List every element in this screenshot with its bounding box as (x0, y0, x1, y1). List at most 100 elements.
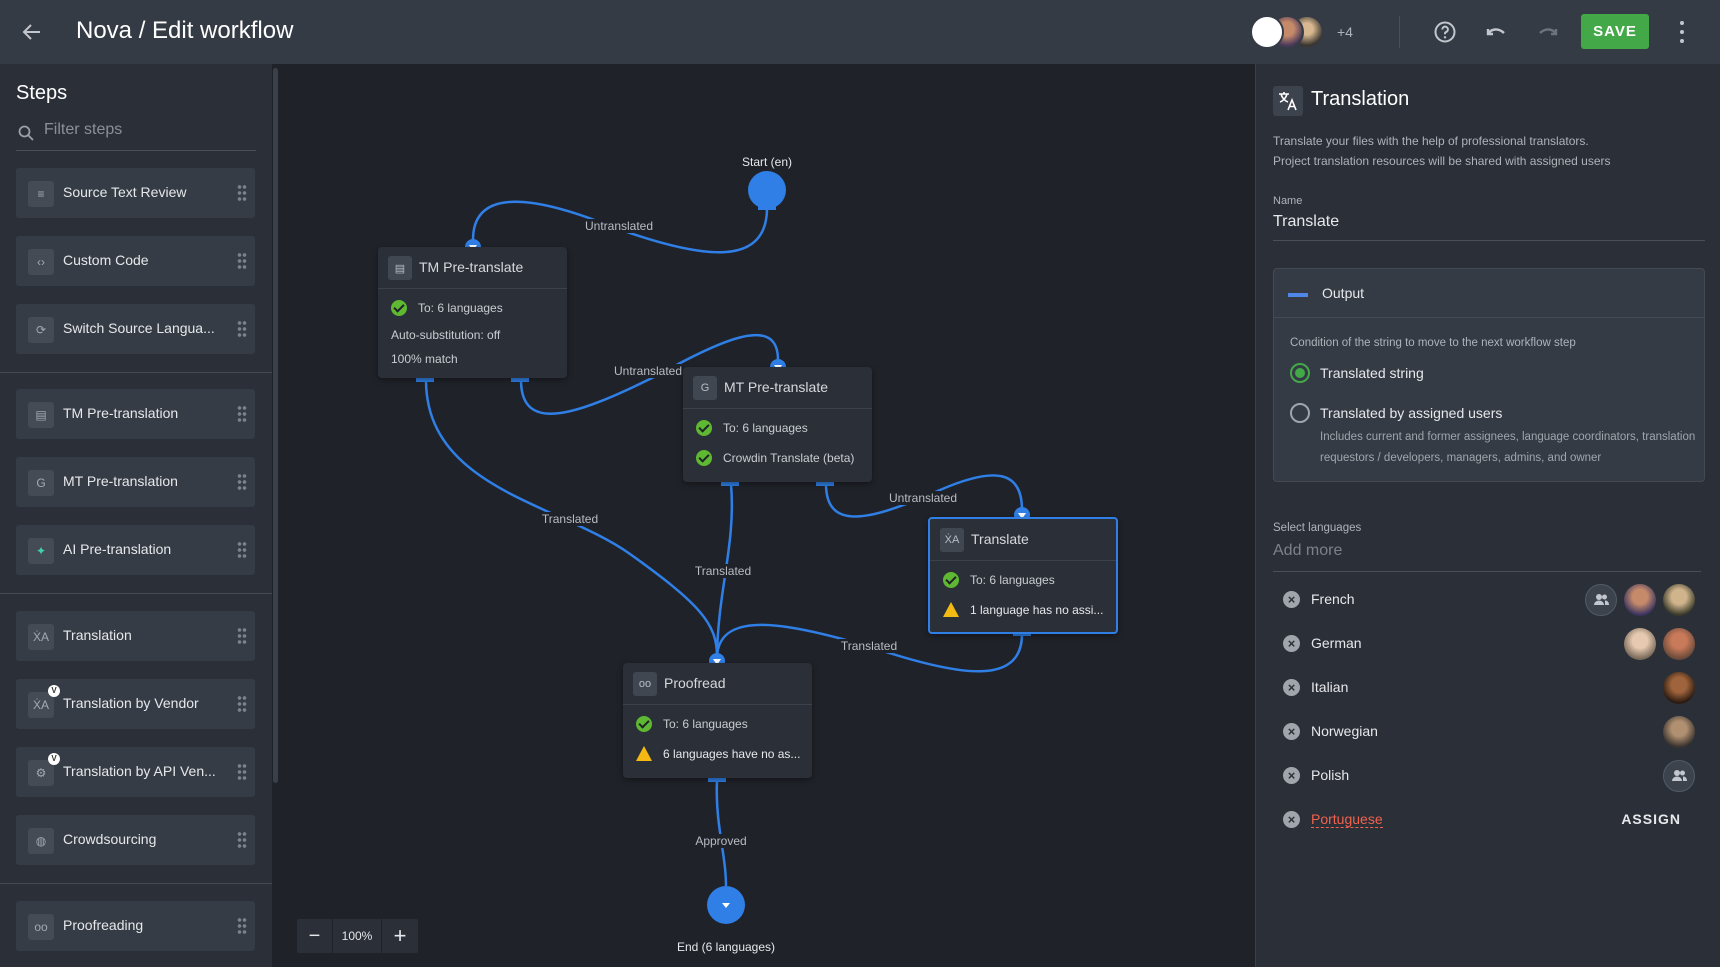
node-proofread[interactable]: oo Proofread To: 6 languages 6 languages … (623, 663, 812, 778)
drag-handle-icon[interactable] (237, 695, 247, 713)
assignee-avatar[interactable] (1663, 584, 1695, 616)
zoom-level: 100% (333, 919, 382, 953)
edge-proofread-end (715, 779, 728, 887)
drag-handle-icon[interactable] (237, 763, 247, 781)
code-icon: ‹› (28, 249, 54, 275)
drag-handle-icon[interactable] (237, 917, 247, 935)
language-name: German (1311, 635, 1362, 651)
node-tm-pretranslate[interactable]: ▤ TM Pre-translate To: 6 languages Auto-s… (378, 247, 567, 378)
sidebar-step-item[interactable]: ✦ AI Pre-translation (16, 525, 255, 575)
option-label[interactable]: Translated string (1320, 365, 1424, 381)
save-button[interactable]: SAVE (1581, 14, 1649, 49)
group-divider (0, 593, 272, 594)
radio-translated-string[interactable] (1290, 363, 1310, 383)
add-language-input[interactable] (1273, 542, 1701, 560)
divider (1399, 16, 1400, 48)
node-warning: 6 languages have no as... (663, 747, 801, 761)
sidebar-step-item[interactable]: ⚙ V Translation by API Ven... (16, 747, 255, 797)
redo-icon[interactable] (1536, 20, 1560, 44)
drag-handle-icon[interactable] (237, 831, 247, 849)
sidebar-step-item[interactable]: ▤ TM Pre-translation (16, 389, 255, 439)
zoom-out-button[interactable]: − (297, 919, 333, 953)
help-icon[interactable] (1433, 20, 1457, 44)
name-field[interactable]: Translate (1273, 213, 1705, 241)
vendor-badge: V (48, 753, 60, 765)
check-icon (636, 716, 652, 732)
language-row: × Italian (1273, 670, 1701, 706)
workflow-canvas[interactable]: Start (en) Untranslated Untranslated Tra… (280, 64, 1255, 967)
remove-language-icon[interactable]: × (1283, 679, 1300, 696)
check-icon (696, 420, 712, 436)
sidebar-step-item[interactable]: ◍ Crowdsourcing (16, 815, 255, 865)
remove-language-icon[interactable]: × (1283, 811, 1300, 828)
collaborator-avatars[interactable] (1250, 15, 1330, 49)
remove-language-icon[interactable]: × (1283, 723, 1300, 740)
switch-icon: ⟳ (28, 317, 54, 343)
start-node[interactable] (748, 171, 786, 209)
assignee-avatar[interactable] (1663, 628, 1695, 660)
node-status: To: 6 languages (663, 717, 748, 731)
assign-button[interactable]: ASSIGN (1621, 811, 1681, 827)
drag-handle-icon[interactable] (237, 405, 247, 423)
remove-language-icon[interactable]: × (1283, 635, 1300, 652)
node-mt-pretranslate[interactable]: G MT Pre-translate To: 6 languages Crowdi… (683, 367, 872, 482)
condition-label: Condition of the string to move to the n… (1290, 337, 1576, 349)
output-title: Output (1322, 285, 1365, 301)
sidebar-step-item[interactable]: ẊA Translation (16, 611, 255, 661)
undo-icon[interactable] (1484, 20, 1508, 44)
sidebar-step-item[interactable]: oo Proofreading (16, 901, 255, 951)
drag-handle-icon[interactable] (237, 627, 247, 645)
output-port (721, 482, 739, 486)
sidebar-step-item[interactable]: ‹› Custom Code (16, 236, 255, 286)
avatar[interactable] (1250, 15, 1284, 49)
assignee-avatar[interactable] (1624, 628, 1656, 660)
edge-label: Translated (692, 564, 754, 578)
language-row: × German (1273, 626, 1701, 662)
output-header[interactable]: Output (1274, 269, 1704, 318)
add-language-field[interactable] (1273, 542, 1701, 572)
drag-handle-icon[interactable] (237, 320, 247, 338)
back-arrow-icon[interactable] (20, 20, 44, 44)
node-status: To: 6 languages (418, 301, 503, 315)
sidebar-scrollbar[interactable] (273, 68, 278, 783)
warning-icon (943, 602, 959, 617)
drag-handle-icon[interactable] (237, 473, 247, 491)
remove-language-icon[interactable]: × (1283, 767, 1300, 784)
drag-handle-icon[interactable] (237, 252, 247, 270)
drag-handle-icon[interactable] (237, 184, 247, 202)
assign-group-icon[interactable] (1585, 584, 1617, 616)
translate-icon: ẊA (940, 528, 964, 552)
vendor-badge: V (48, 685, 60, 697)
assign-group-icon[interactable] (1663, 760, 1695, 792)
remove-language-icon[interactable]: × (1283, 591, 1300, 608)
description-line: Project translation resources will be sh… (1273, 154, 1611, 168)
option-label[interactable]: Translated by assigned users (1320, 405, 1503, 421)
radio-translated-by-assigned[interactable] (1290, 403, 1310, 423)
sidebar-step-item[interactable]: ⟳ Switch Source Langua... (16, 304, 255, 354)
node-translate[interactable]: ẊA Translate To: 6 languages 1 language h… (928, 517, 1118, 634)
glasses-icon: oo (28, 914, 54, 940)
assignee-avatar[interactable] (1663, 716, 1695, 748)
page-title: Nova / Edit workflow (76, 17, 294, 44)
sidebar-step-item[interactable]: G MT Pre-translation (16, 457, 255, 507)
end-node[interactable] (707, 886, 745, 924)
step-label: TM Pre-translation (63, 405, 179, 421)
more-options-icon[interactable] (1679, 21, 1685, 43)
drag-handle-icon[interactable] (237, 541, 247, 559)
assignee-avatar[interactable] (1624, 584, 1656, 616)
language-row: × Norwegian (1273, 714, 1701, 750)
more-collaborators-count[interactable]: +4 (1337, 24, 1353, 40)
filter-steps-field[interactable] (16, 117, 256, 151)
select-languages-label: Select languages (1273, 522, 1362, 534)
node-title: TM Pre-translate (419, 259, 524, 275)
edge-label: Untranslated (611, 364, 685, 378)
sidebar-step-item[interactable]: ≡ Source Text Review (16, 168, 255, 218)
assignee-avatar[interactable] (1663, 672, 1695, 704)
edge-label: Approved (693, 834, 749, 848)
zoom-control: − 100% + (297, 919, 418, 953)
zoom-in-button[interactable]: + (393, 923, 407, 948)
filter-steps-input[interactable] (44, 121, 244, 139)
output-port (816, 482, 834, 486)
node-detail: 100% match (391, 352, 458, 366)
sidebar-step-item[interactable]: ẊA V Translation by Vendor (16, 679, 255, 729)
